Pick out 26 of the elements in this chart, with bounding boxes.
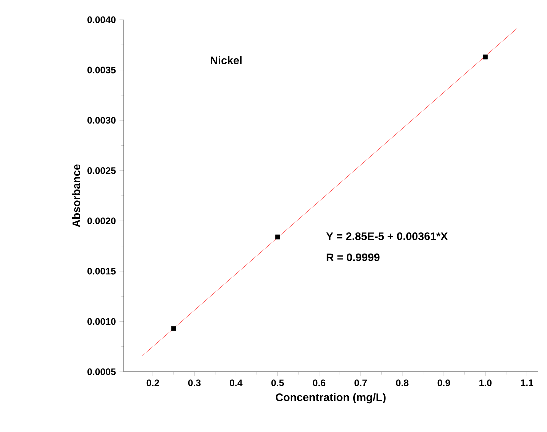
point: [483, 54, 488, 60]
x-tick-label: 0.3: [188, 380, 201, 386]
x-axis-title: Concentration (mg/L): [276, 393, 386, 404]
annotation: Y = 2.85E-5 + 0.00361*X: [326, 232, 448, 240]
x-tick-label: 0.8: [396, 380, 409, 386]
x-tick-label: 1.1: [521, 380, 534, 386]
y-tick-label: 0.0010: [88, 318, 116, 326]
y-tick-label: 0.0025: [88, 168, 116, 174]
x-tick-label: 1.0: [480, 380, 492, 386]
x-tick-label: 0.9: [438, 380, 450, 386]
x-tick-label: 0.2: [146, 380, 160, 386]
annotation: R = 0.9999: [326, 254, 380, 262]
y-axis-title: Absorbance: [72, 164, 80, 228]
text: Nickel: [211, 56, 242, 65]
y-tick-label: 0.0005: [88, 368, 116, 376]
y-tick-label: 0.0030: [88, 117, 116, 124]
y-tick-label: 0.0040: [88, 16, 116, 24]
y-tick-label: 0.0035: [88, 66, 116, 74]
x-tick-label: 0.6: [313, 380, 326, 386]
x-tick-label: 0.4: [230, 380, 243, 386]
y-tick-label: 0.0015: [88, 268, 116, 275]
x-tick-label: 0.7: [354, 380, 368, 386]
y-tick-label: 0.0020: [88, 218, 116, 224]
point: [275, 234, 280, 240]
x-tick-label: 0.5: [272, 380, 284, 386]
point: [171, 326, 176, 332]
